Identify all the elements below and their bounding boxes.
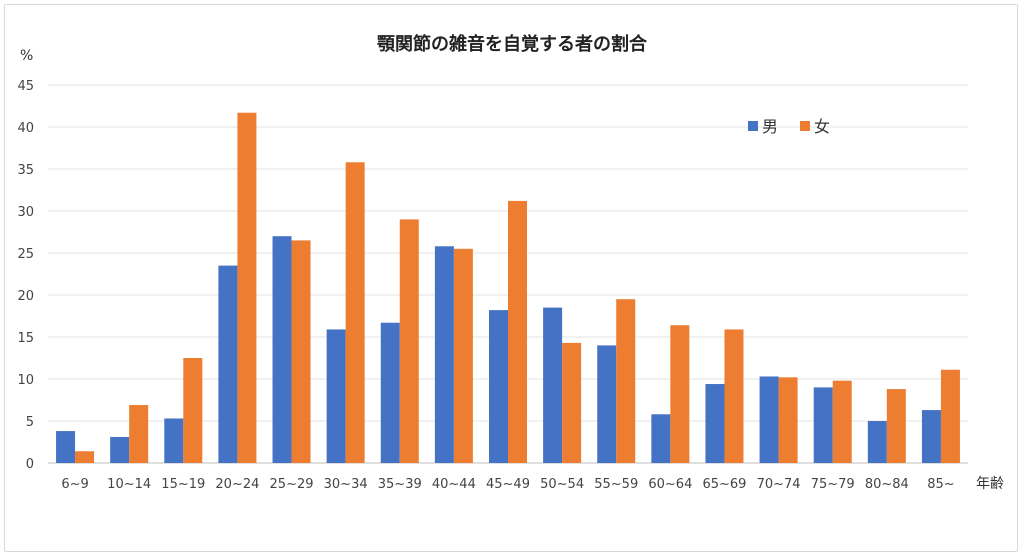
x-tick-label: 35~39 bbox=[378, 477, 422, 492]
x-tick-label: 25~29 bbox=[270, 477, 314, 492]
bar-female bbox=[778, 377, 798, 463]
y-tick-label: 30 bbox=[17, 205, 34, 220]
bar-female bbox=[724, 329, 744, 463]
x-tick-label: 20~24 bbox=[215, 477, 259, 492]
bar-male bbox=[272, 236, 292, 463]
y-tick-label: 25 bbox=[17, 247, 34, 262]
bar-female bbox=[75, 451, 95, 463]
bar-female bbox=[291, 240, 311, 463]
x-axis-ticks: 6~9 10~14 15~19 20~24 25~29 30~34 35~39 40~44 45… bbox=[61, 477, 954, 492]
bar-female bbox=[508, 200, 527, 464]
x-tick-label: 10~14 bbox=[107, 477, 151, 492]
y-tick-label: 0 bbox=[26, 457, 34, 472]
bar-male bbox=[218, 265, 238, 463]
bars bbox=[56, 112, 960, 464]
bar-female bbox=[886, 389, 906, 463]
bar-female bbox=[832, 380, 852, 463]
bar-female bbox=[670, 325, 690, 463]
bar-male bbox=[489, 310, 508, 463]
x-tick-label: 65~69 bbox=[702, 477, 746, 492]
y-tick-label: 45 bbox=[17, 79, 34, 94]
bar-female bbox=[345, 162, 365, 463]
bar-female bbox=[237, 112, 257, 463]
bar-male bbox=[543, 307, 563, 463]
y-tick-label: 35 bbox=[17, 163, 34, 178]
x-tick-label: 15~19 bbox=[161, 477, 205, 492]
bar-male bbox=[164, 418, 184, 463]
bar-male bbox=[434, 246, 454, 463]
bar-male bbox=[110, 436, 130, 463]
bar-female bbox=[453, 248, 473, 463]
bar-male bbox=[56, 431, 76, 463]
x-tick-label: 50~54 bbox=[540, 477, 584, 492]
legend-swatch bbox=[748, 121, 758, 131]
x-axis-label: 年齢 bbox=[976, 476, 1004, 492]
x-tick-label: 70~74 bbox=[757, 477, 801, 492]
bar-male bbox=[705, 384, 725, 463]
y-axis-unit: % bbox=[20, 48, 33, 64]
x-tick-label: 6~9 bbox=[61, 477, 88, 492]
x-tick-label: 75~79 bbox=[811, 477, 855, 492]
bar-female bbox=[562, 342, 582, 463]
x-tick-label: 55~59 bbox=[594, 477, 638, 492]
x-tick-label: 80~84 bbox=[865, 477, 909, 492]
y-tick-label: 20 bbox=[17, 289, 34, 304]
x-tick-label: 60~64 bbox=[648, 477, 692, 492]
bar-male bbox=[759, 376, 779, 463]
x-tick-label: 45~49 bbox=[486, 477, 530, 492]
y-tick-label: 15 bbox=[17, 331, 34, 346]
bar-female bbox=[616, 299, 636, 463]
x-tick-label: 40~44 bbox=[432, 477, 476, 492]
bar-male bbox=[813, 387, 833, 463]
y-axis-ticks: 0 5 10 15 20 25 30 35 40 45 bbox=[17, 79, 34, 472]
bar-male bbox=[921, 410, 941, 463]
bar-male bbox=[867, 421, 887, 463]
bar-female bbox=[183, 358, 203, 463]
bar-male bbox=[651, 414, 671, 463]
legend-label: 女 bbox=[814, 117, 830, 136]
legend-swatch bbox=[800, 121, 810, 131]
bar-male bbox=[380, 322, 400, 463]
legend-label: 男 bbox=[762, 117, 778, 136]
bar-male bbox=[326, 329, 346, 463]
x-tick-label: 30~34 bbox=[324, 477, 368, 492]
bar-female bbox=[399, 219, 419, 463]
bar-female bbox=[129, 405, 149, 463]
y-tick-label: 10 bbox=[17, 373, 34, 388]
bar-male bbox=[597, 345, 617, 463]
legend: 男女 bbox=[748, 117, 830, 136]
y-tick-label: 5 bbox=[26, 415, 34, 430]
bar-female bbox=[940, 369, 960, 463]
chart-title: 顎関節の雑音を自覚する者の割合 bbox=[377, 33, 648, 55]
x-tick-label: 85~ bbox=[927, 477, 954, 492]
y-tick-label: 40 bbox=[17, 121, 34, 136]
